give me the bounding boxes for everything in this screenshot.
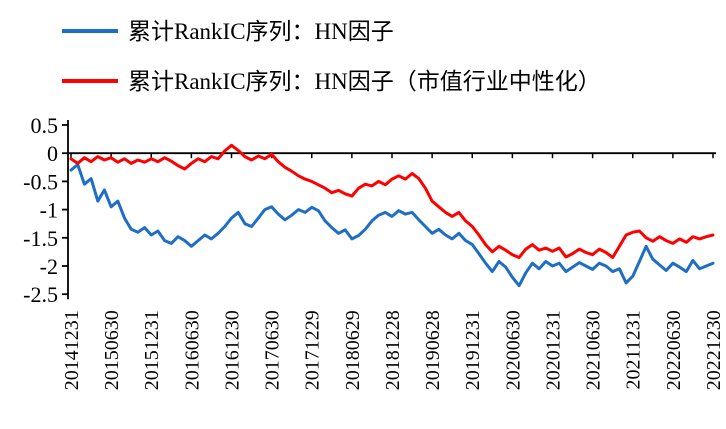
x-axis-label: 20171229 (302, 310, 324, 390)
y-axis-label: -1 (40, 198, 58, 223)
y-axis-label: 0.5 (31, 113, 59, 138)
chart-legend: 累计RankIC序列：HN因子 累计RankIC序列：HN因子（市值行业中性化） (0, 0, 726, 106)
y-axis-label: -0.5 (23, 169, 58, 194)
x-axis-label: 20170630 (262, 310, 284, 390)
legend-item-red: 累计RankIC序列：HN因子（市值行业中性化） (62, 56, 726, 106)
legend-label-blue: 累计RankIC序列：HN因子 (128, 18, 394, 44)
legend-item-blue: 累计RankIC序列：HN因子 (62, 6, 726, 56)
x-axis-label: 20180629 (342, 310, 364, 390)
x-axis-label: 20141231 (61, 310, 83, 390)
x-axis-label: 20210630 (583, 310, 605, 390)
x-axis-label: 20190628 (422, 310, 444, 390)
x-axis-label: 20150630 (101, 310, 123, 390)
x-axis-label: 20201231 (543, 310, 565, 390)
x-axis-label: 20191231 (462, 310, 484, 390)
x-axis-label: 20200630 (502, 310, 524, 390)
legend-label-red: 累计RankIC序列：HN因子（市值行业中性化） (128, 68, 601, 94)
x-axis-label: 20151231 (141, 310, 163, 390)
legend-line-swatch-red (62, 79, 118, 83)
y-axis-label: -1.5 (23, 226, 58, 251)
y-axis-label: -2 (40, 254, 58, 279)
x-axis-label: 20221230 (703, 310, 725, 390)
y-axis-label: -2.5 (23, 282, 58, 307)
series-line-hn-factor (69, 163, 715, 288)
x-axis-label: 20161230 (222, 310, 244, 390)
x-axis-label: 20160630 (181, 310, 203, 390)
x-axis-label: 20181228 (382, 310, 404, 390)
x-axis-label: 20220630 (663, 310, 685, 390)
legend-line-swatch-blue (62, 29, 118, 33)
y-axis-label: 0 (47, 141, 58, 166)
x-axis-label: 20211231 (623, 310, 645, 389)
series-line-hn-factor-neutralized (69, 143, 715, 259)
